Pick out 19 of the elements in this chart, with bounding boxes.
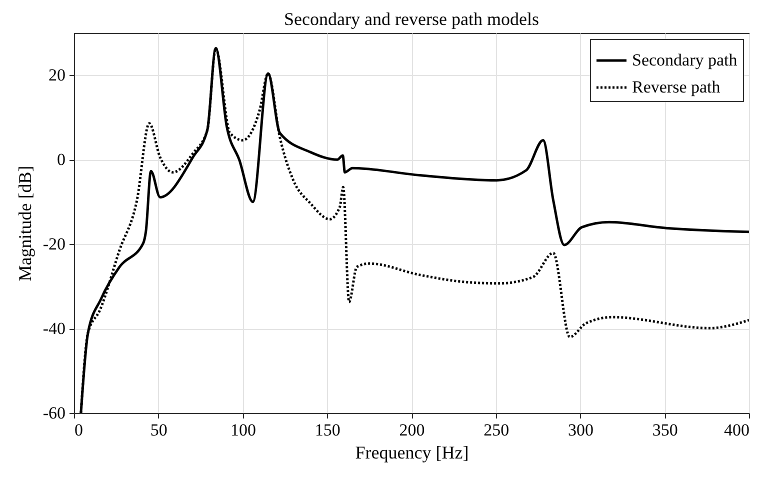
y-tick-label: -60 — [42, 404, 66, 422]
x-tick-label: 300 — [568, 420, 594, 440]
y-tick-label: 20 — [48, 66, 66, 85]
y-tick-label: -20 — [42, 234, 66, 254]
x-tick-label: 150 — [314, 420, 340, 440]
x-tick-label: 250 — [484, 420, 510, 440]
x-axis-title: Frequency [Hz] — [355, 442, 469, 462]
x-tick-label: 400 — [724, 420, 750, 440]
legend-label: Reverse path — [632, 78, 721, 96]
x-tick-label: 50 — [150, 420, 168, 440]
x-tick-label: 0 — [74, 420, 83, 440]
y-axis-title: Magnitude [dB] — [14, 166, 35, 282]
y-tick-label: 0 — [57, 150, 66, 170]
chart-title: Secondary and reverse path models — [284, 9, 539, 29]
y-tick-label: -40 — [42, 319, 66, 338]
x-tick-label: 350 — [652, 420, 678, 440]
legend-label: Secondary path — [632, 50, 738, 70]
x-tick-label: 200 — [399, 420, 425, 440]
x-tick-label: 100 — [230, 420, 256, 440]
